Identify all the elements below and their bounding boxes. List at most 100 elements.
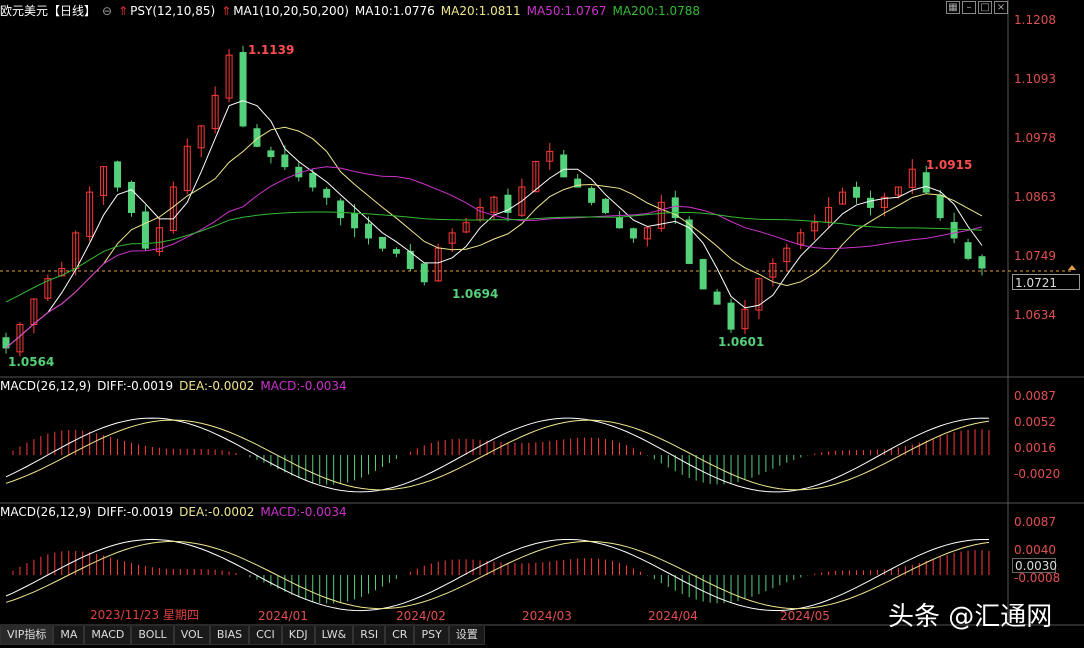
candle-body <box>713 291 721 305</box>
ma20-value: MA20:1.0811 <box>440 3 521 18</box>
candle-body <box>894 186 902 196</box>
tab-psy[interactable]: PSY <box>414 626 449 645</box>
macd1-axis-label: 0.0016 <box>1014 441 1056 455</box>
candle-body <box>267 150 275 157</box>
candle-body <box>141 211 149 249</box>
tab-ma[interactable]: MA <box>53 626 85 645</box>
tab-bias[interactable]: BIAS <box>209 626 250 645</box>
grid-icon[interactable]: ▦ <box>946 1 960 14</box>
candle-body <box>699 259 707 290</box>
candle-body <box>490 196 498 213</box>
collapse-icon[interactable]: ⊖ <box>102 3 113 18</box>
candle-body <box>365 223 373 239</box>
tab-lw[interactable]: LW& <box>314 626 354 645</box>
close-icon[interactable]: × <box>994 1 1008 14</box>
candle-body <box>588 188 596 203</box>
candle-body <box>546 150 554 162</box>
arrow-up-icon: ⇑ <box>221 3 232 18</box>
candle-body <box>309 172 317 188</box>
ma50-line <box>5 166 983 349</box>
candle-body <box>797 232 805 245</box>
ma200-line <box>5 211 983 303</box>
ma200-value: MA200:1.0788 <box>612 3 701 18</box>
candle-body <box>155 227 163 253</box>
macd1-dea: DEA:-0.0002 <box>179 379 255 393</box>
price-axis-label: 1.1208 <box>1014 13 1056 27</box>
candle-body <box>574 178 582 188</box>
indicator-tabs: VIP指标 MA MACD BOLL VOL BIAS CCI KDJ LW& … <box>0 626 485 645</box>
minimize-icon[interactable]: – <box>962 1 976 14</box>
candle-body <box>978 256 986 269</box>
candle-body <box>783 247 791 263</box>
psy-label: PSY(12,10,85) <box>130 3 216 18</box>
ma20-line <box>5 126 983 349</box>
tab-cci[interactable]: CCI <box>249 626 282 645</box>
period-label: 【日线】 <box>48 4 97 18</box>
candle-body <box>211 94 219 130</box>
date-axis-label: 2024/05 <box>780 609 830 623</box>
macd1-axis-label: -0.0020 <box>1014 467 1060 481</box>
macd2-dea-line <box>5 540 990 610</box>
tab-rsi[interactable]: RSI <box>353 626 386 645</box>
candle-body <box>183 145 191 192</box>
candle-body <box>936 194 944 219</box>
ma50-value: MA50:1.0767 <box>526 3 607 18</box>
price-axis-label: 1.0978 <box>1014 131 1056 145</box>
candle-body <box>127 181 135 213</box>
macd1-header: MACD(26,12,9) DIFF:-0.0019 DEA:-0.0002 M… <box>0 379 347 393</box>
maximize-icon[interactable]: □ <box>978 1 992 14</box>
candle-body <box>839 191 847 205</box>
candle-body <box>392 249 400 254</box>
price-axis-label: 1.1093 <box>1014 72 1056 86</box>
candle-body <box>866 197 874 208</box>
candle-body <box>532 161 540 193</box>
macd2-diff: DIFF:-0.0019 <box>97 505 174 519</box>
watermark: 头条 @汇通网 <box>888 602 1053 632</box>
macd2-axis-label: 0.0087 <box>1014 515 1056 529</box>
crosshair-date: 2023/11/23 星期四 <box>88 606 201 623</box>
candle-body <box>462 222 470 233</box>
candle-body <box>518 186 526 216</box>
tab-boll[interactable]: BOLL <box>131 626 174 645</box>
candle-body <box>741 308 749 330</box>
candle-body <box>853 186 861 198</box>
low-annotation: 1.0564 <box>8 355 54 369</box>
candle-body <box>114 161 122 188</box>
date-axis-label: 2024/04 <box>648 609 698 623</box>
candle-body <box>281 154 289 168</box>
candle-body <box>560 154 568 178</box>
price-axis-label: 1.0634 <box>1014 308 1056 322</box>
candle-body <box>225 54 233 99</box>
tab-macd[interactable]: MACD <box>84 626 132 645</box>
arrow-up-icon: ⇑ <box>118 3 129 18</box>
tab-settings[interactable]: 设置 <box>448 626 485 645</box>
candle-body <box>964 242 972 259</box>
date-axis-label: 2024/03 <box>522 609 572 623</box>
candle-body <box>351 213 359 229</box>
macd1-axis-label: 0.0052 <box>1014 415 1056 429</box>
current-price-box: 1.0721 <box>1012 274 1080 290</box>
tab-vip[interactable]: VIP指标 <box>0 626 54 645</box>
candle-body <box>44 278 52 299</box>
high-annotation: 1.1139 <box>248 43 294 57</box>
macd2-macd: MACD:-0.0034 <box>260 505 347 519</box>
tab-kdj[interactable]: KDJ <box>281 626 315 645</box>
price-axis-label: 1.0863 <box>1014 190 1056 204</box>
macd1-macd: MACD:-0.0034 <box>260 379 347 393</box>
candle-body <box>811 222 819 232</box>
candle-body <box>880 196 888 208</box>
candle-body <box>671 197 679 219</box>
macd2-dea: DEA:-0.0002 <box>179 505 255 519</box>
low-annotation: 1.0601 <box>718 335 764 349</box>
price-axis-label: 1.0749 <box>1014 249 1056 263</box>
ma10-line <box>5 100 983 349</box>
candle-body <box>950 221 958 239</box>
candle-body <box>504 194 512 213</box>
candle-body <box>908 168 916 188</box>
candle-body <box>769 262 777 278</box>
macd2-name: MACD(26,12,9) <box>0 505 92 519</box>
tab-cr[interactable]: CR <box>385 626 415 645</box>
tab-vol[interactable]: VOL <box>173 626 210 645</box>
candle-body <box>86 191 94 237</box>
